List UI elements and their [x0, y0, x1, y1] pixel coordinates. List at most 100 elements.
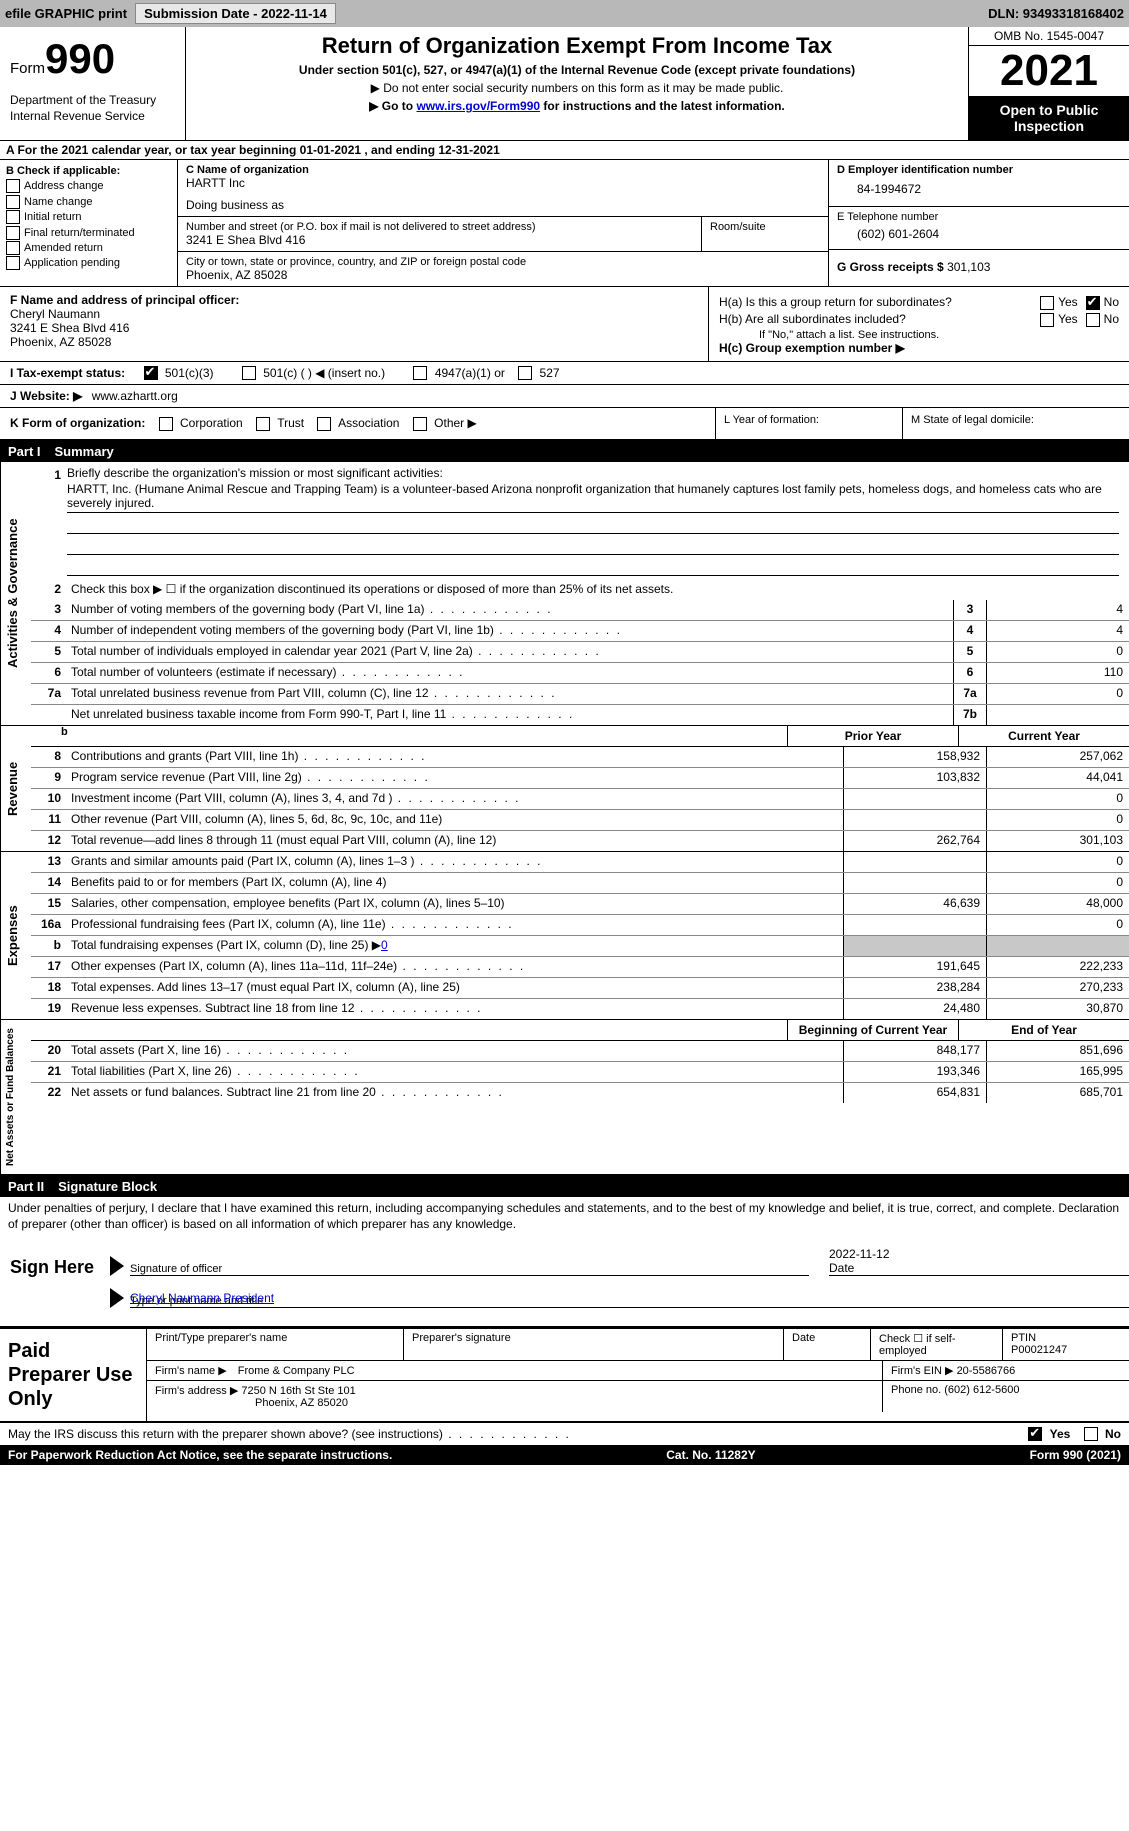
p12: 262,764 — [843, 831, 986, 851]
discuss-row: May the IRS discuss this return with the… — [0, 1423, 1129, 1446]
c21: 165,995 — [986, 1062, 1129, 1082]
chk-name-change[interactable]: Name change — [6, 195, 171, 210]
chk-4947[interactable]: 4947(a)(1) or — [413, 366, 504, 380]
part2-name: Signature Block — [58, 1179, 157, 1194]
chk-address-change[interactable]: Address change — [6, 179, 171, 194]
c10: 0 — [986, 789, 1129, 809]
section-governance: Activities & Governance 1 Briefly descri… — [0, 462, 1129, 726]
q20: Total assets (Part X, line 16) — [67, 1041, 843, 1061]
prep-sig-label: Preparer's signature — [404, 1329, 784, 1360]
q17: Other expenses (Part IX, column (A), lin… — [67, 957, 843, 977]
check-self-employed[interactable]: Check ☐ if self-employed — [871, 1329, 1003, 1360]
irs-link[interactable]: www.irs.gov/Form990 — [416, 99, 540, 113]
title-box: Return of Organization Exempt From Incom… — [186, 27, 968, 140]
ptin-value: P00021247 — [1011, 1344, 1121, 1356]
q13: Grants and similar amounts paid (Part IX… — [67, 852, 843, 872]
col-h: H(a) Is this a group return for subordin… — [708, 287, 1129, 361]
p11 — [843, 810, 986, 830]
q7b: Net unrelated business taxable income fr… — [67, 705, 953, 725]
chk-527[interactable]: 527 — [518, 366, 559, 380]
q18: Total expenses. Add lines 13–17 (must eq… — [67, 978, 843, 998]
p8: 158,932 — [843, 747, 986, 767]
chk-initial-return[interactable]: Initial return — [6, 210, 171, 225]
hb-label: H(b) Are all subordinates included? — [719, 312, 1040, 326]
chk-501c3[interactable]: 501(c)(3) — [144, 366, 214, 380]
firm-ein: 20-5586766 — [957, 1365, 1016, 1377]
chk-amended-return[interactable]: Amended return — [6, 241, 171, 256]
v7a: 0 — [986, 684, 1129, 704]
ha-no[interactable]: No — [1086, 295, 1119, 310]
c13: 0 — [986, 852, 1129, 872]
website-value: www.azhartt.org — [92, 389, 178, 403]
d-ein-label: D Employer identification number — [837, 164, 1121, 176]
chk-application-pending[interactable]: Application pending — [6, 256, 171, 271]
v6: 110 — [986, 663, 1129, 683]
tax-year: 2021 — [969, 46, 1129, 96]
firm-addr1: 7250 N 16th St Ste 101 — [241, 1385, 355, 1397]
q21: Total liabilities (Part X, line 26) — [67, 1062, 843, 1082]
officer-printed-name: Cheryl Naumann President — [130, 1291, 274, 1305]
type-name-label: Type or print name and title — [130, 1294, 1129, 1307]
top-bar: efile GRAPHIC print Submission Date - 20… — [0, 0, 1129, 27]
j-label: J Website: ▶ — [10, 389, 82, 403]
i-label: I Tax-exempt status: — [10, 366, 125, 380]
form-number: 990 — [45, 35, 115, 82]
addr-label: Number and street (or P.O. box if mail i… — [186, 221, 693, 233]
firm-name-label: Firm's name ▶ — [155, 1365, 227, 1377]
chk-other[interactable]: Other ▶ — [413, 416, 477, 430]
p21: 193,346 — [843, 1062, 986, 1082]
p16a — [843, 915, 986, 935]
ein-value: 84-1994672 — [837, 176, 1121, 202]
line-a: A For the 2021 calendar year, or tax yea… — [0, 141, 1129, 160]
room-suite-label: Room/suite — [701, 217, 828, 251]
c19: 30,870 — [986, 999, 1129, 1019]
ha-label: H(a) Is this a group return for subordin… — [719, 295, 1040, 309]
part1-header: Part I Summary — [0, 441, 1129, 462]
hb-note: If "No," attach a list. See instructions… — [719, 329, 1119, 341]
city-state-zip: Phoenix, AZ 85028 — [186, 268, 820, 282]
chk-final-return[interactable]: Final return/terminated — [6, 226, 171, 241]
paid-preparer-block: Paid Preparer Use Only Print/Type prepar… — [0, 1327, 1129, 1423]
q4: Number of independent voting members of … — [67, 621, 953, 641]
p20: 848,177 — [843, 1041, 986, 1061]
c15: 48,000 — [986, 894, 1129, 914]
q12: Total revenue—add lines 8 through 11 (mu… — [67, 831, 843, 851]
grid-fh: F Name and address of principal officer:… — [0, 287, 1129, 362]
q9: Program service revenue (Part VIII, line… — [67, 768, 843, 788]
chk-trust[interactable]: Trust — [256, 416, 304, 430]
l-label: L Year of formation: — [715, 408, 902, 439]
city-label: City or town, state or province, country… — [186, 256, 820, 268]
ha-yes[interactable]: Yes — [1040, 295, 1078, 310]
phone-value: (602) 612-5600 — [944, 1384, 1019, 1396]
k-label: K Form of organization: — [10, 416, 145, 430]
q5: Total number of individuals employed in … — [67, 642, 953, 662]
hdr-end: End of Year — [958, 1020, 1129, 1040]
hb-yes[interactable]: Yes — [1040, 312, 1078, 327]
chk-501c[interactable]: 501(c) ( ) ◀ (insert no.) — [242, 366, 385, 380]
p10 — [843, 789, 986, 809]
discuss-no[interactable]: No — [1084, 1427, 1121, 1441]
vert-revenue: Revenue — [0, 726, 31, 851]
p17: 191,645 — [843, 957, 986, 977]
c11: 0 — [986, 810, 1129, 830]
open-inspection: Open to Public Inspection — [969, 96, 1129, 140]
chk-corp[interactable]: Corporation — [159, 416, 243, 430]
q10: Investment income (Part VIII, column (A)… — [67, 789, 843, 809]
discuss-yes[interactable]: Yes — [1028, 1427, 1070, 1441]
paid-prep-label: Paid Preparer Use Only — [0, 1329, 146, 1421]
chk-assoc[interactable]: Association — [317, 416, 399, 430]
grid-bcd: B Check if applicable: Address change Na… — [0, 160, 1129, 287]
cat-no: Cat. No. 11282Y — [666, 1448, 755, 1462]
tel-label: E Telephone number — [837, 211, 1121, 223]
dln-label: DLN: 93493318168402 — [988, 6, 1124, 21]
part2-num: Part II — [8, 1179, 44, 1194]
q2-text: Check this box ▶ ☐ if the organization d… — [67, 580, 1129, 600]
gross-label: G Gross receipts $ — [837, 260, 944, 274]
p9: 103,832 — [843, 768, 986, 788]
vert-netassets: Net Assets or Fund Balances — [0, 1020, 31, 1174]
hb-no[interactable]: No — [1086, 312, 1119, 327]
submission-date-button[interactable]: Submission Date - 2022-11-14 — [135, 3, 336, 24]
efile-label: efile GRAPHIC print — [5, 6, 127, 21]
q1-label: Briefly describe the organization's miss… — [67, 466, 1119, 480]
c12: 301,103 — [986, 831, 1129, 851]
